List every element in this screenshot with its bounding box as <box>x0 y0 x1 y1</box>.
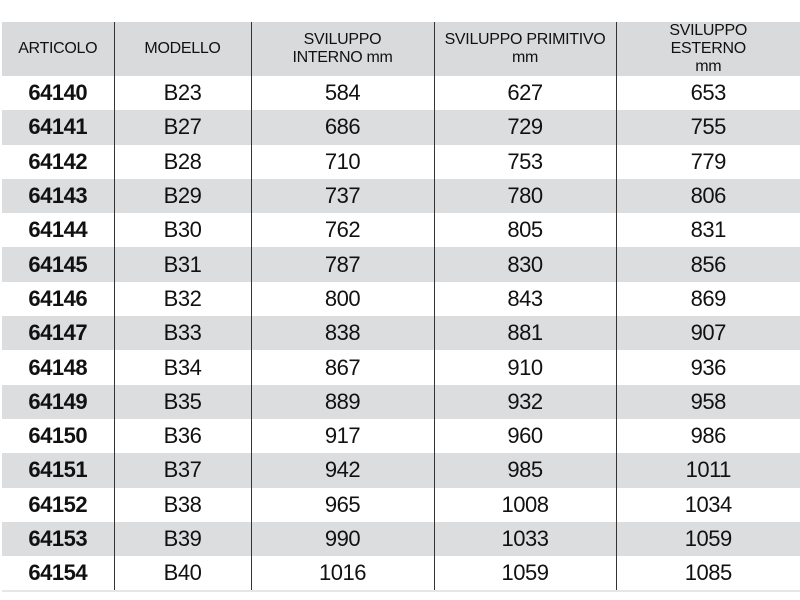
cell-sviluppo-interno: 917 <box>250 418 434 454</box>
header-modello: MODELLO <box>113 22 251 76</box>
cell-sviluppo-primitivo: 843 <box>433 281 616 317</box>
table-row: 64146 B32 800 843 869 <box>2 281 800 317</box>
cell-sviluppo-interno: 737 <box>250 178 434 214</box>
table-row: 64145 B31 787 830 856 <box>2 247 800 282</box>
cell-modello: B30 <box>113 213 251 248</box>
cell-sviluppo-esterno: 755 <box>615 110 800 145</box>
cell-sviluppo-primitivo: 932 <box>433 384 616 419</box>
cell-sviluppo-interno: 838 <box>250 316 434 351</box>
cell-modello: B28 <box>113 144 251 179</box>
cell-sviluppo-interno: 686 <box>250 110 434 145</box>
cell-modello: B40 <box>113 556 251 593</box>
table-row: 64140 B23 584 627 653 <box>2 76 800 111</box>
table-row: 64153 B39 990 1033 1059 <box>2 521 800 557</box>
table-row: 64150 B36 917 960 986 <box>2 418 800 454</box>
header-row: ARTICOLO MODELLO SVILUPPO INTERNO mm SVI… <box>2 22 800 76</box>
cell-articolo: 64141 <box>2 110 114 145</box>
cell-sviluppo-primitivo: 910 <box>433 350 616 385</box>
cell-sviluppo-primitivo: 805 <box>433 213 616 248</box>
table-row: 64151 B37 942 985 1011 <box>2 453 800 488</box>
cell-sviluppo-primitivo: 627 <box>433 76 616 111</box>
cell-modello: B33 <box>113 316 251 351</box>
cell-articolo: 64144 <box>28 217 88 243</box>
cell-articolo: 64153 <box>2 521 114 557</box>
cell-sviluppo-interno: 787 <box>250 247 434 282</box>
cell-sviluppo-interno: 710 <box>250 144 434 179</box>
cell-sviluppo-esterno: 936 <box>615 350 800 385</box>
cell-modello: B38 <box>113 487 251 522</box>
cell-articolo: 64145 <box>2 247 114 282</box>
cell-articolo: 64147 <box>2 316 114 351</box>
table-row: 64152 B38 965 1008 1034 <box>2 487 800 522</box>
table-row: 64147 B33 838 881 907 <box>2 316 800 351</box>
header-sviluppo-primitivo: SVILUPPO PRIMITIVO mm <box>433 22 616 76</box>
cell-sviluppo-esterno: 1011 <box>615 453 800 488</box>
table-row: 64148 B34 867 910 936 <box>2 350 800 385</box>
cell-modello: B37 <box>113 453 251 488</box>
cell-sviluppo-primitivo: 780 <box>433 178 616 214</box>
cell-sviluppo-interno: 584 <box>250 76 434 111</box>
cell-sviluppo-primitivo: 830 <box>433 247 616 282</box>
table-row: 64141 B27 686 729 755 <box>2 110 800 145</box>
cell-modello: B27 <box>113 110 251 145</box>
cell-sviluppo-esterno: 653 <box>615 76 800 111</box>
cell-modello: B34 <box>113 350 251 385</box>
cell-sviluppo-primitivo: 1059 <box>433 556 616 593</box>
header-sviluppo-interno: SVILUPPO INTERNO mm <box>250 22 434 76</box>
cell-sviluppo-esterno: 907 <box>615 316 800 351</box>
cell-sviluppo-primitivo: 1033 <box>433 521 616 557</box>
table-row: 64154 B40 1016 1059 1085 <box>2 556 800 593</box>
cell-modello: B23 <box>113 76 251 111</box>
cell-modello: B29 <box>113 178 251 214</box>
header-articolo: ARTICOLO <box>2 22 114 76</box>
cell-articolo: 64148 <box>28 354 88 380</box>
cell-sviluppo-primitivo: 960 <box>433 418 616 454</box>
cell-modello: B35 <box>113 384 251 419</box>
table-row: 64142 B28 710 753 779 <box>2 144 800 179</box>
cell-articolo: 64142 <box>28 148 88 174</box>
cell-sviluppo-esterno: 779 <box>615 144 800 179</box>
cell-modello: B39 <box>113 521 251 557</box>
cell-modello: B36 <box>113 418 251 454</box>
cell-sviluppo-primitivo: 1008 <box>433 487 616 522</box>
cell-sviluppo-interno: 867 <box>250 350 434 385</box>
belt-dimensions-table: ARTICOLO MODELLO SVILUPPO INTERNO mm SVI… <box>2 22 800 593</box>
cell-sviluppo-interno: 889 <box>250 384 434 419</box>
header-sviluppo-esterno: SVILUPPO ESTERNO mm <box>615 22 800 76</box>
cell-articolo: 64143 <box>2 178 114 214</box>
cell-sviluppo-primitivo: 985 <box>433 453 616 488</box>
cell-articolo: 64151 <box>2 453 114 488</box>
cell-sviluppo-esterno: 856 <box>615 247 800 282</box>
cell-sviluppo-interno: 762 <box>250 213 434 248</box>
cell-sviluppo-interno: 1016 <box>250 556 434 593</box>
cell-modello: B32 <box>113 281 251 317</box>
cell-sviluppo-esterno: 1085 <box>615 556 800 593</box>
table-row: 64143 B29 737 780 806 <box>2 178 800 214</box>
cell-sviluppo-esterno: 986 <box>615 418 800 454</box>
cell-sviluppo-interno: 965 <box>250 487 434 522</box>
cell-sviluppo-esterno: 806 <box>615 178 800 214</box>
table-row: 64149 B35 889 932 958 <box>2 384 800 419</box>
cell-modello: B31 <box>113 247 251 282</box>
cell-sviluppo-primitivo: 753 <box>433 144 616 179</box>
table-row: 64144 B30 762 805 831 <box>2 213 800 248</box>
cell-articolo: 64146 <box>28 285 88 311</box>
cell-articolo: 64152 <box>28 491 88 517</box>
cell-articolo: 64154 <box>2 556 114 593</box>
cell-articolo: 64149 <box>2 384 114 419</box>
cell-sviluppo-esterno: 1059 <box>615 521 800 557</box>
cell-articolo: 64150 <box>28 423 88 449</box>
cell-sviluppo-esterno: 831 <box>615 213 800 248</box>
cell-sviluppo-esterno: 1034 <box>615 487 800 522</box>
cell-articolo: 64140 <box>28 80 88 106</box>
cell-sviluppo-interno: 990 <box>250 521 434 557</box>
cell-sviluppo-esterno: 869 <box>615 281 800 317</box>
cell-sviluppo-esterno: 958 <box>615 384 800 419</box>
cell-sviluppo-primitivo: 881 <box>433 316 616 351</box>
cell-sviluppo-primitivo: 729 <box>433 110 616 145</box>
cell-sviluppo-interno: 942 <box>250 453 434 488</box>
cell-sviluppo-interno: 800 <box>250 281 434 317</box>
